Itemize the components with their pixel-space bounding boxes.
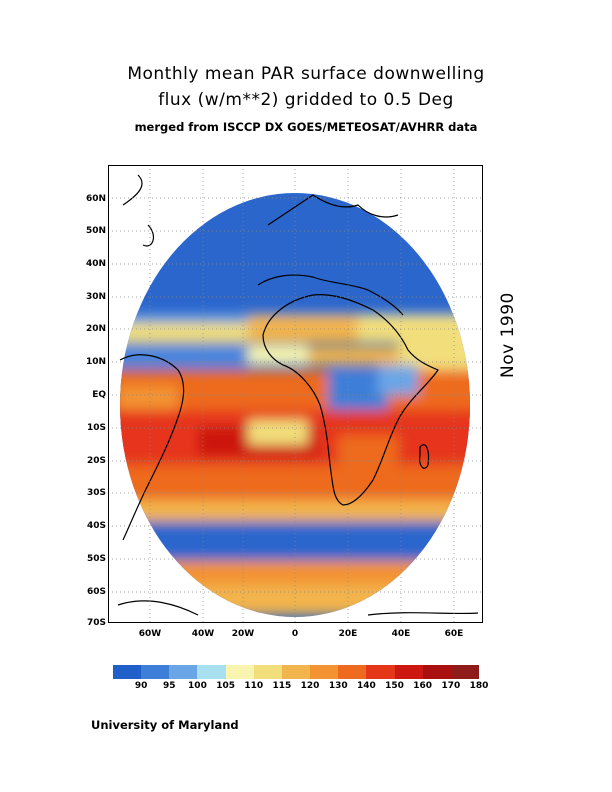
colorbar-swatch	[366, 665, 395, 679]
colorbar-label: 100	[188, 681, 207, 691]
lon-tick-label: 40W	[191, 629, 215, 639]
colorbar-label: 180	[469, 681, 489, 691]
lon-tick-label: 20W	[231, 629, 255, 639]
colorbar-swatch	[197, 665, 226, 679]
lat-tick-label: 40S	[86, 521, 106, 531]
colorbar-label: 130	[328, 681, 348, 691]
lat-tick-label: 20S	[86, 456, 106, 466]
colorbar-swatch	[113, 665, 142, 679]
lon-tick-label: 20E	[338, 629, 358, 639]
graticule	[108, 165, 483, 623]
colorbar-swatch	[450, 665, 480, 679]
lon-tick-label: 60E	[444, 629, 464, 639]
colorbar-label: 120	[300, 681, 320, 691]
par-flux-map	[108, 165, 483, 623]
south-america-coastline	[119, 354, 185, 541]
colorbar	[113, 665, 480, 679]
madagascar-coastline	[419, 444, 430, 469]
footer-credit: University of Maryland	[91, 718, 239, 732]
lat-tick-label: 50S	[86, 554, 106, 564]
map-title-line-2: flux (w/m**2) gridded to 0.5 Deg	[158, 90, 454, 110]
colorbar-swatch	[253, 665, 282, 679]
lat-tick-label: 10N	[85, 357, 106, 367]
colorbar-swatch	[338, 665, 367, 679]
colorbar-swatch	[141, 665, 170, 679]
colorbar-label: 95	[163, 681, 176, 691]
mediterranean-coastline	[257, 274, 404, 316]
colorbar-label: 140	[356, 681, 376, 691]
colorbar-swatch	[169, 665, 198, 679]
map-title-line-1: Monthly mean PAR surface downwelling	[127, 64, 485, 84]
europe-coastline	[267, 194, 399, 226]
lon-tick-label: 40E	[391, 629, 411, 639]
lat-tick-label: 60N	[85, 194, 106, 204]
colorbar-swatch	[310, 665, 339, 679]
colorbar-label: 170	[441, 681, 461, 691]
lat-tick-label: 60S	[86, 587, 106, 597]
colorbar-labels: 90 95 100 105 110 115 120 130 140 150 160 170 180	[113, 681, 489, 695]
antarctica-coastline	[117, 600, 479, 616]
lat-tick-label: 30S	[86, 488, 106, 498]
lat-tick-label: 10S	[86, 423, 106, 433]
colorbar-label: 150	[385, 681, 404, 691]
lat-tick-label: 20N	[85, 324, 106, 334]
africa-coastline	[262, 294, 439, 506]
colorbar-swatch	[281, 665, 311, 679]
date-label: Nov 1990	[498, 292, 518, 378]
map-frame	[108, 165, 483, 623]
map-subtitle: merged from ISCCP DX GOES/METEOSAT/AVHRR…	[134, 120, 478, 134]
lat-tick-label: 30N	[85, 292, 106, 302]
colorbar-label: 105	[216, 681, 235, 691]
lat-tick-label: 50N	[85, 226, 106, 236]
lat-tick-label: 40N	[85, 259, 106, 269]
colorbar-label: 90	[134, 681, 148, 691]
lat-tick-label: EQ	[92, 390, 106, 400]
colorbar-label: 110	[244, 681, 264, 691]
coastlines	[117, 174, 479, 616]
lon-tick-label: 60W	[138, 629, 162, 639]
colorbar-swatch	[394, 665, 423, 679]
map-panel	[108, 165, 483, 623]
colorbar-label: 115	[272, 681, 292, 691]
longitude-labels: 60W 40W 20W 0 20E 40E 60E	[108, 625, 483, 639]
north-america-coastline	[122, 174, 155, 247]
colorbar-swatch	[422, 665, 451, 679]
lon-tick-label: 0	[291, 629, 299, 639]
lat-tick-label: 70S	[86, 618, 106, 628]
latitude-labels: 60N 50N 40N 30N 20N 10N EQ 10S 20S 30S 4…	[64, 165, 106, 628]
colorbar-label: 160	[413, 681, 433, 691]
colorbar-swatch	[225, 665, 254, 679]
